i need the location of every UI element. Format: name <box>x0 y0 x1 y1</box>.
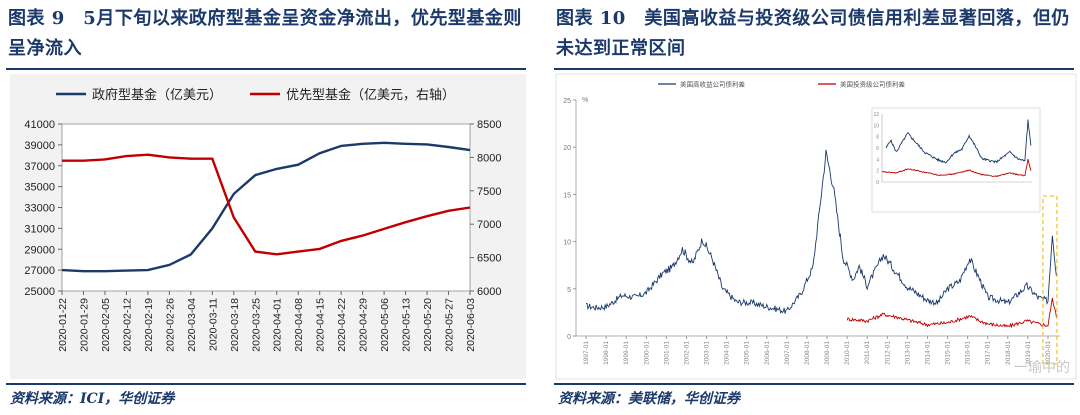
x-tick-label: 2020-04-08 <box>293 298 305 352</box>
x-tick-label: 1998-01 <box>603 341 610 365</box>
x-tick-label: 2015-01 <box>945 341 952 365</box>
x-tick-label: 2020-01-29 <box>78 298 90 352</box>
x-tick-label: 2008-01 <box>804 341 811 365</box>
y-left-tick-label: 33000 <box>24 203 55 215</box>
chart-title: 图表 10 美国高收益与投资级公司债信用利差显著回落，但仍未达到正常区间 <box>556 8 1070 59</box>
x-tick-label: 2020-04-01 <box>272 298 284 352</box>
y-tick-label: 0 <box>567 334 571 341</box>
y-left-tick-label: 39000 <box>24 140 55 152</box>
chart-panel-credit-spread: 图表 10 美国高收益与投资级公司债信用利差显著回落，但仍未达到正常区间 % 0 5… <box>548 0 1080 415</box>
y-tick-label: 5 <box>567 287 571 294</box>
inset-background <box>871 107 1041 213</box>
x-tick-label: 2004-01 <box>724 341 731 365</box>
series-line-1 <box>586 149 1057 315</box>
inset-series-line-1 <box>885 119 1032 164</box>
x-tick-label: 2020-03-11 <box>207 298 219 351</box>
fund-flow-chart: 25000 27000 29000 31000 33000 35000 37000 39000… <box>10 74 526 379</box>
x-tick-label: 2020-02-05 <box>100 298 112 352</box>
x-tick-label: 2005-01 <box>744 341 751 365</box>
x-tick-label: 2003-01 <box>704 341 711 365</box>
x-tick-label: 2020-02-12 <box>121 298 133 352</box>
x-tick-label: 2020-04-22 <box>336 298 348 352</box>
x-tick-label: 2020-03-25 <box>250 298 262 352</box>
x-tick-label: 2020-03-18 <box>229 298 241 352</box>
x-tick-label: 2020-05-20 <box>422 298 434 352</box>
series-line-2 <box>62 153 471 256</box>
watermark-text: 一瑜中的 <box>1014 360 1070 376</box>
source-note: 资料来源：ICI，华创证券 <box>10 391 175 407</box>
inset-y-tick-label: 0 <box>876 180 879 186</box>
x-tick-label: 2009-01 <box>824 341 831 365</box>
x-tick-label: 2019-01 <box>1025 341 1032 365</box>
y-tick-label: 10 <box>563 240 571 247</box>
y-right-tick-label: 8500 <box>477 119 501 131</box>
x-tick-label: 2018-01 <box>1005 341 1012 365</box>
y-tick-label: 20 <box>563 145 571 152</box>
x-tick-label: 2016-01 <box>965 341 972 365</box>
source-note: 资料来源：美联储，华创证券 <box>558 391 740 407</box>
source-rule <box>6 383 526 385</box>
y-right-tick-label: 6500 <box>477 253 501 265</box>
title-rule <box>6 68 526 70</box>
y-right-tick-label: 7500 <box>477 186 501 198</box>
x-tick-label: 2012-01 <box>884 341 891 365</box>
x-tick-label: 2020-06-03 <box>465 298 477 352</box>
x-tick-label: 2020-02-19 <box>143 298 155 352</box>
series-line-1 <box>61 141 471 273</box>
y-left-tick-label: 37000 <box>24 161 55 173</box>
y-unit-label: % <box>582 97 588 104</box>
inset-y-tick-label: 10 <box>873 123 879 129</box>
y-left-tick-label: 29000 <box>24 244 55 256</box>
x-tick-label: 2020-01 <box>1045 341 1052 365</box>
legend-label: 美国高收益公司债利差 <box>680 80 746 89</box>
inset-y-tick-label: 2 <box>876 169 879 175</box>
y-right-tick-label: 8000 <box>477 152 501 164</box>
x-tick-label: 2017-01 <box>985 341 992 365</box>
y-right-tick-label: 6000 <box>477 286 501 298</box>
x-tick-label: 2020-05-06 <box>379 298 391 352</box>
y-left-tick-label: 31000 <box>24 223 55 235</box>
y-left-tick-label: 25000 <box>24 286 55 298</box>
x-tick-label: 2010-01 <box>844 341 851 365</box>
x-tick-label: 1997-01 <box>583 341 590 365</box>
x-tick-label: 2020-01-22 <box>57 298 69 352</box>
x-tick-label: 2013-01 <box>904 341 911 365</box>
legend-label: 美国投资级公司债利差 <box>840 80 906 89</box>
x-tick-label: 2014-01 <box>924 341 931 365</box>
x-tick-label: 1999-01 <box>623 341 630 365</box>
x-tick-label: 2020-05-13 <box>401 298 413 352</box>
x-tick-label: 2006-01 <box>764 341 771 365</box>
inset-series-line-2 <box>881 158 1032 178</box>
inset-y-tick-label: 12 <box>873 112 879 118</box>
inset-y-tick-label: 8 <box>876 135 879 141</box>
inset-y-tick-label: 6 <box>876 146 879 152</box>
x-tick-label: 2000-01 <box>643 341 650 365</box>
legend-label: 优先型基金（亿美元，右轴） <box>286 87 455 102</box>
x-tick-label: 2020-05-27 <box>444 298 456 352</box>
y-tick-label: 25 <box>563 98 571 105</box>
x-tick-label: 2001-01 <box>663 341 670 365</box>
y-tick-label: 15 <box>563 192 571 199</box>
x-tick-label: 2011-01 <box>864 341 871 365</box>
x-tick-label: 2020-03-04 <box>186 298 198 352</box>
x-tick-label: 2002-01 <box>683 341 690 365</box>
y-left-tick-label: 41000 <box>24 119 55 131</box>
plot-area <box>61 123 471 292</box>
title-rule <box>554 68 1074 70</box>
x-tick-label: 2020-04-15 <box>315 298 327 352</box>
y-left-tick-label: 35000 <box>24 182 55 194</box>
x-tick-label: 2020-02-26 <box>164 298 176 352</box>
y-right-tick-label: 7000 <box>477 219 501 231</box>
legend-label: 政府型基金（亿美元） <box>92 87 222 102</box>
y-left-tick-label: 27000 <box>24 265 55 277</box>
series-line-2 <box>846 297 1057 329</box>
chart-title: 图表 9 5月下旬以来政府型基金呈资金净流出，优先型基金则呈净流入 <box>8 8 522 59</box>
x-tick-label: 2020-04-29 <box>358 298 370 352</box>
inset-y-tick-label: 4 <box>876 157 879 163</box>
source-rule <box>554 383 1074 385</box>
x-tick-label: 2007-01 <box>784 341 791 365</box>
chart-panel-fund-flows: 图表 9 5月下旬以来政府型基金呈资金净流出，优先型基金则呈净流入 25000 2… <box>0 0 532 415</box>
